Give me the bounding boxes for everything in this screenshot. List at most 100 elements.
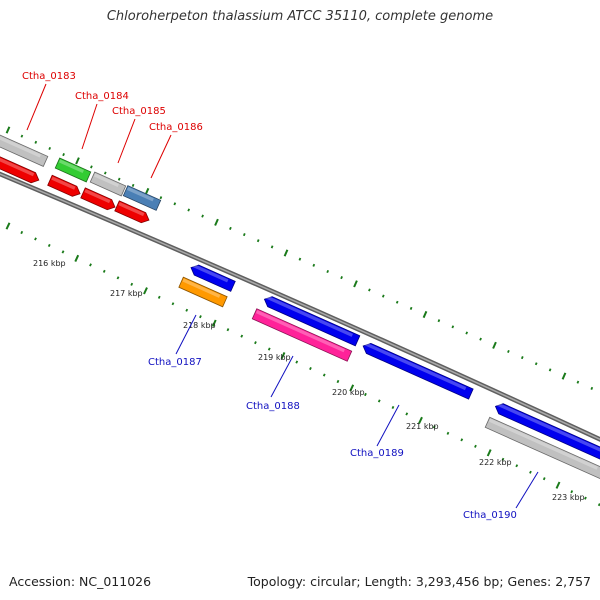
scale-tick-minor [570, 490, 574, 494]
scale-tick-major [561, 372, 567, 380]
scale-tick-minor [34, 237, 37, 241]
scale-tick-minor [254, 341, 257, 345]
scale-tick-major [214, 218, 219, 226]
scale-tick-minor [576, 380, 580, 384]
scale-tick-minor [529, 470, 532, 474]
scale-tick-minor [548, 368, 552, 372]
gene-label: Ctha_0188 [246, 401, 300, 412]
scale-tick-minor [364, 392, 367, 397]
genome-summary-label: Topology: circular; Length: 3,293,456 bp… [247, 574, 591, 589]
gene-label-leader [81, 103, 98, 150]
scale-tick-minor [199, 315, 202, 319]
scale-tick-minor [479, 337, 482, 341]
scale-tick-minor [474, 444, 477, 448]
accession-label: Accession: NC_011026 [9, 574, 152, 589]
scale-tick-minor [336, 379, 340, 384]
position-label: 218 kbp [183, 321, 216, 330]
scale-tick-minor [102, 269, 106, 273]
position-label: 219 kbp [258, 353, 291, 362]
scale-tick-minor [171, 302, 175, 306]
cds-0190-blue [494, 402, 600, 464]
gene-label-leader [376, 404, 400, 447]
scale-tick-minor [326, 269, 330, 274]
gene-label-leader [26, 83, 47, 131]
scale-tick-minor [451, 325, 455, 329]
gene-label-leader [175, 314, 197, 355]
scale-tick-minor [460, 438, 464, 442]
scale-tick-minor [391, 405, 395, 409]
gene-label-leader [150, 134, 172, 179]
scale-tick-minor [103, 171, 107, 175]
gene-label: Ctha_0185 [112, 106, 166, 117]
scale-tick-minor [501, 457, 505, 461]
scale-tick-minor [520, 356, 524, 360]
scale-tick-minor [446, 431, 450, 435]
scale-tick-minor [309, 367, 312, 371]
position-label: 220 kbp [332, 388, 365, 397]
feature-0184-green [54, 157, 92, 183]
feature-0183-gray [0, 133, 49, 167]
cds-0183-red [0, 154, 40, 184]
scale-tick-minor [62, 153, 65, 157]
scale-tick-minor [377, 399, 381, 403]
scale-tick-minor [256, 239, 260, 243]
scale-tick-major [418, 416, 423, 425]
scale-tick-minor [240, 334, 244, 338]
scale-tick-minor [201, 214, 204, 218]
cds-0185-red [80, 187, 116, 211]
gene-label-leader [270, 355, 294, 398]
scale-tick-major [211, 319, 217, 327]
scale-tick-minor [34, 140, 38, 144]
scale-tick-major [492, 341, 497, 349]
gene-label-leader [117, 118, 136, 164]
scale-tick-major [75, 157, 80, 165]
scale-tick-minor [368, 288, 371, 292]
gene-label: Ctha_0183 [22, 71, 76, 82]
scale-tick-minor [381, 294, 385, 298]
cds-0187-blue [190, 263, 236, 292]
scale-tick-minor [229, 226, 232, 230]
scale-tick-major [280, 351, 286, 360]
scale-tick-minor [584, 496, 587, 500]
scale-tick-minor [89, 263, 92, 267]
position-label: 216 kbp [33, 259, 66, 268]
position-label: 217 kbp [110, 289, 143, 298]
scale-tick-minor [159, 196, 163, 200]
scale-tick-major [353, 280, 358, 288]
scale-tick-minor [226, 328, 230, 332]
scale-tick-minor [322, 373, 326, 377]
scale-tick-minor [47, 243, 51, 247]
cds-0186-red [114, 200, 150, 224]
cds-0184-red [47, 174, 81, 197]
feature-0187-orange [178, 276, 228, 308]
genome-backbone-highlight [0, 173, 600, 441]
scale-tick-minor [185, 308, 189, 312]
scale-tick-minor [173, 202, 177, 206]
scale-tick-major [74, 254, 80, 263]
scale-tick-minor [90, 165, 93, 169]
gene-label: Ctha_0184 [75, 91, 129, 102]
scale-tick-minor [116, 276, 120, 280]
scale-tick-major [486, 449, 492, 457]
scale-tick-minor [507, 349, 510, 353]
scale-tick-minor [187, 208, 191, 212]
scale-tick-major [5, 126, 11, 134]
cds-0188-blue [263, 295, 361, 347]
scale-tick-major [5, 222, 11, 230]
cds-0189-blue [362, 342, 474, 400]
scale-tick-minor [542, 477, 546, 481]
scale-tick-minor [61, 250, 65, 254]
feature-0186-steelblue [122, 185, 162, 211]
gene-label: Ctha_0190 [463, 510, 517, 521]
feature-0185-gray [89, 171, 127, 197]
gene-label-leader [515, 471, 539, 509]
scale-tick-major [555, 481, 561, 489]
scale-tick-minor [515, 464, 519, 468]
scale-tick-minor [405, 412, 409, 416]
gene-label: Ctha_0186 [149, 122, 203, 133]
scale-tick-minor [312, 263, 316, 267]
scale-tick-minor [295, 360, 299, 364]
scale-tick-minor [432, 425, 436, 429]
